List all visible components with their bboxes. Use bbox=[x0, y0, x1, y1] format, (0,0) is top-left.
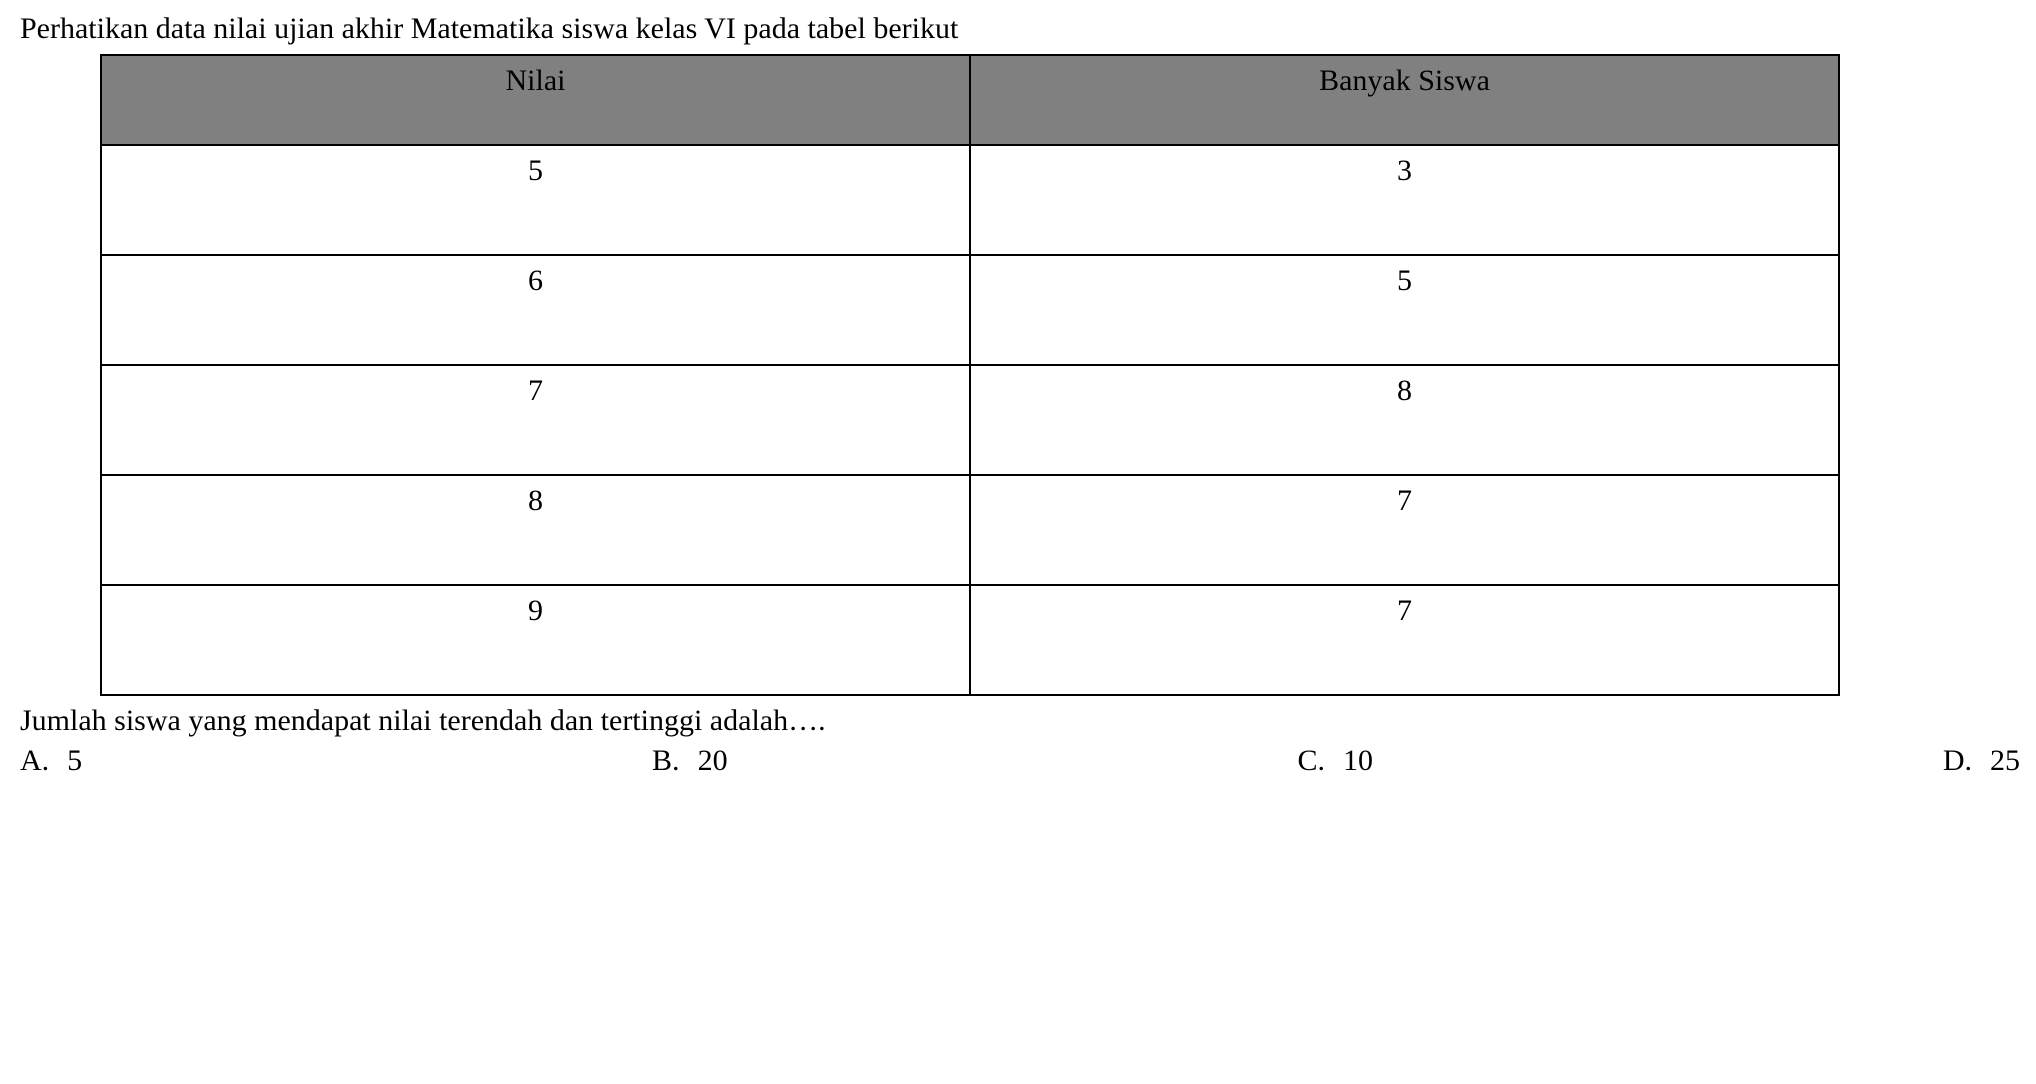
option-value: 10 bbox=[1343, 744, 1373, 778]
cell-siswa: 8 bbox=[970, 365, 1839, 475]
cell-nilai: 8 bbox=[101, 475, 970, 585]
question-intro: Perhatikan data nilai ujian akhir Matema… bbox=[20, 12, 2016, 46]
option-letter: A. bbox=[20, 744, 49, 778]
option-value: 5 bbox=[67, 744, 82, 778]
data-table: Nilai Banyak Siswa 5 3 6 5 7 8 8 7 9 7 bbox=[100, 54, 1840, 696]
table-row: 8 7 bbox=[101, 475, 1839, 585]
cell-nilai: 7 bbox=[101, 365, 970, 475]
table-header-row: Nilai Banyak Siswa bbox=[101, 55, 1839, 145]
option-b[interactable]: B. 20 bbox=[652, 744, 728, 778]
option-letter: B. bbox=[652, 744, 680, 778]
cell-siswa: 7 bbox=[970, 475, 1839, 585]
table-row: 7 8 bbox=[101, 365, 1839, 475]
option-value: 20 bbox=[698, 744, 728, 778]
column-header-nilai: Nilai bbox=[101, 55, 970, 145]
question-prompt: Jumlah siswa yang mendapat nilai terenda… bbox=[20, 704, 2016, 738]
cell-nilai: 9 bbox=[101, 585, 970, 695]
table-row: 5 3 bbox=[101, 145, 1839, 255]
column-header-siswa: Banyak Siswa bbox=[970, 55, 1839, 145]
cell-nilai: 5 bbox=[101, 145, 970, 255]
option-c[interactable]: C. 10 bbox=[1297, 744, 1373, 778]
cell-siswa: 7 bbox=[970, 585, 1839, 695]
table-row: 6 5 bbox=[101, 255, 1839, 365]
option-letter: C. bbox=[1297, 744, 1325, 778]
option-d[interactable]: D. 25 bbox=[1943, 744, 2020, 778]
option-letter: D. bbox=[1943, 744, 1972, 778]
cell-nilai: 6 bbox=[101, 255, 970, 365]
cell-siswa: 3 bbox=[970, 145, 1839, 255]
table-row: 9 7 bbox=[101, 585, 1839, 695]
option-value: 25 bbox=[1990, 744, 2020, 778]
options-row: A. 5 B. 20 C. 10 D. 25 bbox=[20, 744, 2020, 778]
cell-siswa: 5 bbox=[970, 255, 1839, 365]
option-a[interactable]: A. 5 bbox=[20, 744, 82, 778]
